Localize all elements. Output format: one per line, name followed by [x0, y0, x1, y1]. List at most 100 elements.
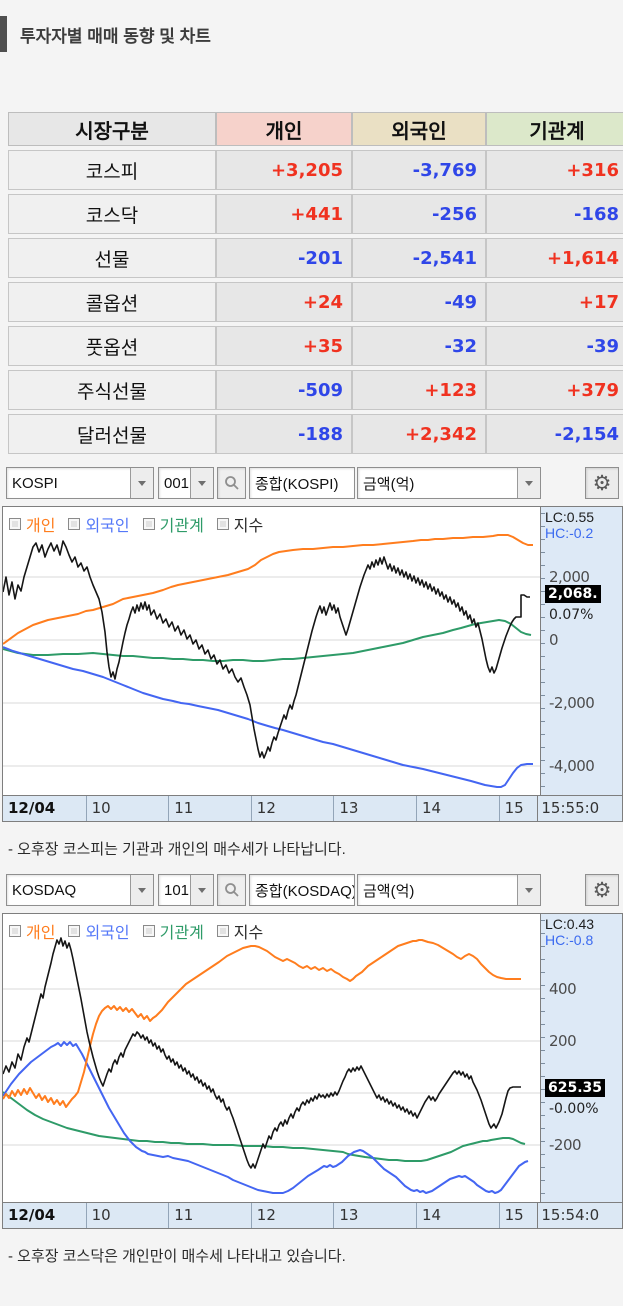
kospi-toolbar: KOSPI 001 종합(KOSPI) 금액(억) ⚙ [6, 466, 623, 500]
legend-item-foreigner[interactable]: 외국인 [68, 512, 130, 536]
legend-item-index[interactable]: 지수 [216, 512, 263, 536]
kosdaq-plot-area: 개인 외국인 기관계 지수 [3, 914, 540, 1202]
legend-item-individual[interactable]: 개인 [9, 919, 55, 943]
chevron-down-icon[interactable] [190, 875, 213, 905]
legend-checkbox-icon [142, 925, 155, 937]
y-tick-label: 2,000 [549, 568, 590, 586]
col-header-foreigner: 외국인 [352, 112, 486, 146]
foreigner-value: -3,769 [352, 150, 486, 190]
kosdaq-legend: 개인 외국인 기관계 지수 [9, 919, 263, 943]
legend-checkbox-icon [9, 518, 21, 530]
legend-item-foreigner[interactable]: 외국인 [68, 919, 130, 943]
market-label: 콜옵션 [8, 282, 216, 322]
y-tick-label: 0 [549, 631, 559, 649]
y-tick-label: -4,000 [549, 757, 595, 775]
investor-trading-table: 시장구분 개인 외국인 기관계 코스피 +3,205 -3,769 +316 코… [8, 108, 623, 458]
y-axis-ticks [541, 920, 545, 1202]
kosdaq-y-axis-panel: LC:0.43 HC:-0.8 400 200 -200 625.35 -0.0… [540, 914, 622, 1202]
kospi-code-select[interactable]: 001 [158, 467, 214, 499]
institution-value: +1,614 [486, 238, 623, 278]
search-icon [224, 883, 239, 897]
table-row: 코스피 +3,205 -3,769 +316 [8, 150, 623, 190]
chevron-down-icon[interactable] [517, 468, 540, 498]
table-row: 코스닥 +441 -256 -168 [8, 194, 623, 234]
kospi-plot-area: 개인 외국인 기관계 지수 [3, 507, 540, 795]
legend-item-index[interactable]: 지수 [216, 919, 263, 943]
x-tick-label: 10 [85, 1203, 169, 1228]
table-row: 달러선물 -188 +2,342 -2,154 [8, 414, 623, 454]
table-row: 선물 -201 -2,541 +1,614 [8, 238, 623, 278]
settings-button[interactable]: ⚙ [585, 874, 619, 906]
individual-value: +35 [216, 326, 352, 366]
table-body: 코스피 +3,205 -3,769 +316 코스닥 +441 -256 -16… [8, 150, 623, 454]
kosdaq-name-field[interactable]: 종합(KOSDAQ) [249, 874, 355, 906]
individual-value: +441 [216, 194, 352, 234]
institution-value: -2,154 [486, 414, 623, 454]
kosdaq-comment: - 오후장 코스닥은 개인만이 매수세 나타내고 있습니다. [8, 1248, 346, 1265]
kosdaq-unit-select[interactable]: 금액(억) [357, 874, 541, 906]
kospi-unit-select[interactable]: 금액(억) [357, 467, 541, 499]
search-button[interactable] [217, 467, 246, 499]
col-header-institution: 기관계 [486, 112, 623, 146]
x-tick-label: 14 [415, 1203, 499, 1228]
y-tick-label: -200 [549, 1136, 582, 1154]
kosdaq-change-label: -0.00% [549, 1101, 599, 1117]
chevron-down-icon[interactable] [130, 875, 153, 905]
page-title-bar: 투자자별 매매 동향 및 차트 [0, 16, 623, 52]
settings-button[interactable]: ⚙ [585, 467, 619, 499]
kosdaq-x-axis: 12/04 10 11 12 13 14 15 15:54:0 [3, 1202, 622, 1228]
kosdaq-last-time: 15:54:0 [537, 1203, 622, 1228]
x-tick-label: 13 [333, 796, 416, 821]
kospi-price-badge: 2,068. [545, 585, 601, 603]
legend-checkbox-icon [68, 518, 81, 530]
market-select-value: KOSPI [12, 474, 58, 492]
chevron-down-icon[interactable] [190, 468, 213, 498]
individual-line [3, 939, 521, 1108]
col-header-market: 시장구분 [8, 112, 216, 146]
search-button[interactable] [217, 874, 246, 906]
market-select-value: KOSDAQ [12, 881, 77, 899]
y-tick-label: -2,000 [549, 694, 595, 712]
table-row: 풋옵션 +35 -32 -39 [8, 326, 623, 366]
individual-value: +3,205 [216, 150, 352, 190]
y-tick-label: 400 [549, 980, 577, 998]
kospi-chart: 개인 외국인 기관계 지수 LC:0.55 HC:-0.2 2,000 0 -2… [2, 506, 623, 822]
kosdaq-toolbar: KOSDAQ 101 종합(KOSDAQ) 금액(억) ⚙ [6, 873, 623, 907]
chevron-down-icon[interactable] [130, 468, 153, 498]
market-label: 코스닥 [8, 194, 216, 234]
institution-value: -168 [486, 194, 623, 234]
kosdaq-market-select[interactable]: KOSDAQ [6, 874, 154, 906]
kospi-x-axis: 12/04 10 11 12 13 14 15 15:55:0 [3, 795, 622, 821]
col-header-individual: 개인 [216, 112, 352, 146]
x-tick-label: 14 [415, 796, 499, 821]
legend-checkbox-icon [142, 518, 155, 530]
individual-line [3, 534, 533, 645]
legend-item-individual[interactable]: 개인 [9, 512, 55, 536]
x-tick-label: 13 [333, 1203, 416, 1228]
gear-icon: ⚙ [592, 470, 612, 495]
name-field-value: 종합(KOSPI) [255, 475, 339, 493]
table-row: 콜옵션 +24 -49 +17 [8, 282, 623, 322]
x-tick-label: 11 [168, 796, 251, 821]
foreigner-value: -32 [352, 326, 486, 366]
kospi-market-select[interactable]: KOSPI [6, 467, 154, 499]
institution-line [3, 619, 532, 662]
x-tick-label: 10 [85, 796, 169, 821]
unit-select-value: 금액(억) [363, 475, 415, 493]
legend-checkbox-icon [216, 925, 229, 937]
kosdaq-chart: 개인 외국인 기관계 지수 LC:0.43 HC:-0.8 400 200 -2… [2, 913, 623, 1229]
kospi-last-time: 15:55:0 [537, 796, 622, 821]
page-title: 투자자별 매매 동향 및 차트 [20, 26, 211, 46]
market-label: 코스피 [8, 150, 216, 190]
high-change-label: HC:-0.8 [545, 932, 594, 948]
legend-item-institution[interactable]: 기관계 [142, 919, 204, 943]
individual-value: -188 [216, 414, 352, 454]
foreigner-line [3, 1041, 529, 1194]
kosdaq-code-select[interactable]: 101 [158, 874, 214, 906]
chevron-down-icon[interactable] [517, 875, 540, 905]
title-accent-bar [0, 16, 7, 52]
legend-item-institution[interactable]: 기관계 [142, 512, 204, 536]
x-axis-date: 12/04 [8, 799, 56, 817]
kospi-name-field[interactable]: 종합(KOSPI) [249, 467, 355, 499]
kospi-comment: - 오후장 코스피는 기관과 개인의 매수세가 나타납니다. [8, 841, 346, 858]
